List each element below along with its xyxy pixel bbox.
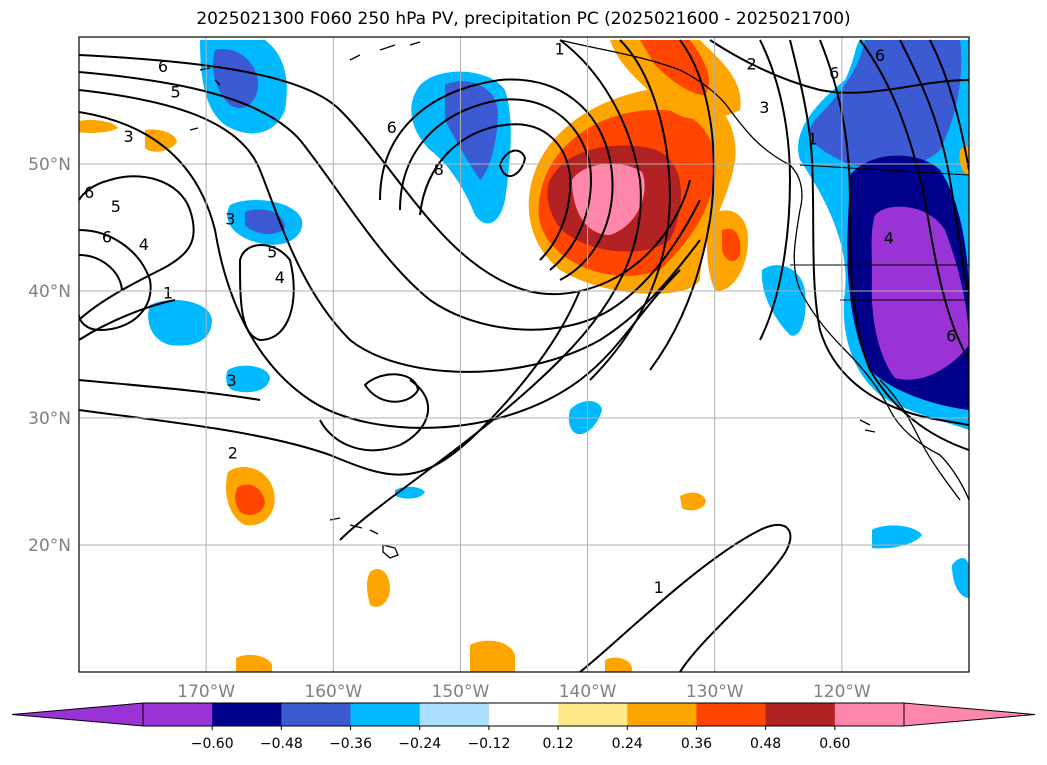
colorbar-under-extension <box>11 702 144 727</box>
lat-tick-label: 40°N <box>28 282 71 302</box>
colorbar-segment <box>350 703 421 726</box>
map-title: 2025021300 F060 250 hPa PV, precipitatio… <box>196 9 851 29</box>
contour-label: 5 <box>111 197 121 216</box>
lat-tick-label: 50°N <box>28 155 71 175</box>
contour-label: 5 <box>267 243 277 262</box>
colorbar: −0.60 −0.48 −0.36 −0.24 −0.12 0.12 0.24 0.36 0.4… <box>11 702 1036 752</box>
lat-tick-label: 20°N <box>28 536 71 556</box>
contour-label: 6 <box>875 46 885 65</box>
colorbar-tick-label: −0.60 <box>191 736 234 752</box>
contour-label: 6 <box>158 57 168 76</box>
colorbar-frame <box>142 702 905 727</box>
contour-label: 1 <box>808 130 818 149</box>
lon-tick-label: 170°W <box>177 682 235 702</box>
lon-tick-label: 120°W <box>813 682 871 702</box>
colorbar-tick-label: 0.48 <box>750 736 781 752</box>
contour-label: 3 <box>226 371 236 390</box>
lon-tick-label: 130°W <box>686 682 744 702</box>
colorbar-segment <box>627 703 697 726</box>
longitude-tick-labels: 170°W 160°W 150°W 140°W 130°W 120°W <box>177 682 871 702</box>
contour-label: 4 <box>884 229 894 248</box>
latitude-tick-labels: 20°N 30°N 40°N 50°N <box>28 155 71 556</box>
pv-contours <box>79 39 969 672</box>
colorbar-tick-label: 0.12 <box>543 736 574 752</box>
contour-label: 8 <box>434 160 444 179</box>
contour-label: 1 <box>555 39 565 58</box>
contour-label: 6 <box>829 64 839 83</box>
colorbar-segment <box>419 703 490 726</box>
colorbar-tick-label: −0.24 <box>398 736 441 752</box>
colorbar-tick-label: −0.36 <box>329 736 372 752</box>
contour-label: 6 <box>102 227 112 246</box>
gridlines <box>79 37 969 672</box>
lat-tick-label: 30°N <box>28 409 71 429</box>
contour-label: 6 <box>84 183 94 202</box>
contour-label: 4 <box>139 235 149 254</box>
contour-label: 1 <box>654 578 664 597</box>
lon-tick-label: 140°W <box>559 682 617 702</box>
colorbar-segment <box>834 703 905 726</box>
contour-label: 3 <box>225 210 235 229</box>
lon-tick-label: 160°W <box>304 682 362 702</box>
contour-label: 6 <box>387 118 397 137</box>
colorbar-segment <box>765 703 836 726</box>
colorbar-segment <box>488 703 559 726</box>
colorbar-over-extension <box>903 702 1036 727</box>
colorbar-segment <box>558 703 628 726</box>
contour-label: 6 <box>946 326 956 345</box>
coastlines <box>189 39 969 559</box>
colorbar-tick-label: 0.60 <box>819 736 850 752</box>
colorbar-tick-label: 0.24 <box>612 736 643 752</box>
contour-label: 3 <box>759 98 769 117</box>
contour-label: 4 <box>275 268 285 287</box>
contour-label: 3 <box>123 127 133 146</box>
colorbar-tick-label: −0.12 <box>467 736 510 752</box>
colorbar-tick-label: −0.48 <box>260 736 303 752</box>
contour-label: 2 <box>228 443 238 462</box>
contour-label: 2 <box>746 55 756 74</box>
colorbar-segment <box>696 703 767 726</box>
colorbar-tick-label: 0.36 <box>681 736 712 752</box>
colorbar-segment <box>212 703 282 726</box>
contour-label: 1 <box>163 283 173 302</box>
colorbar-segment <box>143 703 213 726</box>
lon-tick-label: 150°W <box>432 682 490 702</box>
colorbar-segment <box>281 703 352 726</box>
contour-label: 5 <box>171 83 181 102</box>
map-frame <box>78 36 970 673</box>
